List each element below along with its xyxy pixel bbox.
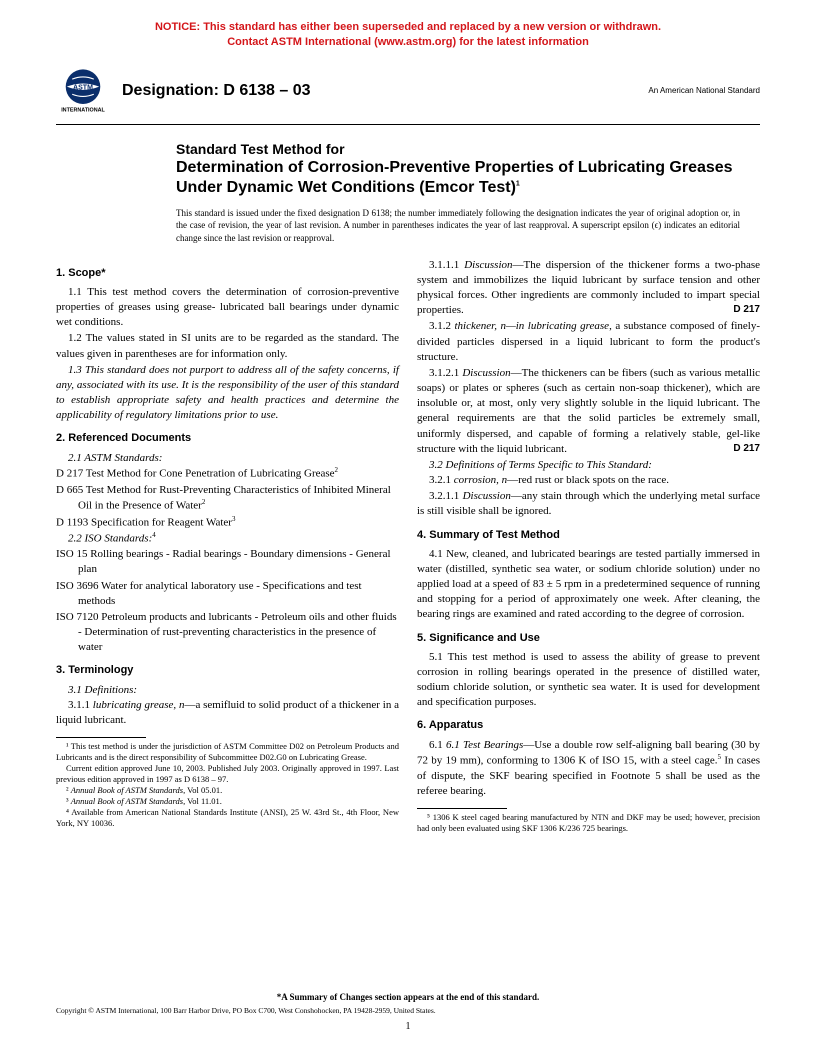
- fn5: ⁵ 1306 K steel caged bearing manufacture…: [417, 812, 760, 834]
- header-row: ASTM INTERNATIONAL Designation: D 6138 –…: [56, 64, 760, 118]
- ref-iso7120: ISO 7120 Petroleum products and lubrican…: [56, 610, 399, 656]
- term-311: 3.1.1 lubricating grease, n—a semifluid …: [56, 698, 399, 728]
- issuance-note: This standard is issued under the fixed …: [176, 207, 740, 243]
- header-rule: [56, 124, 760, 125]
- ref-d217: D 217 Test Method for Cone Penetration o…: [56, 466, 399, 482]
- footnotes-left: ¹ This test method is under the jurisdic…: [56, 741, 399, 829]
- right-column: 3.1.1.1 Discussion—The dispersion of the…: [417, 258, 760, 834]
- notice-line1: NOTICE: This standard has either been su…: [155, 21, 661, 33]
- footnotes-right: ⁵ 1306 K steel caged bearing manufacture…: [417, 812, 760, 834]
- designation: Designation: D 6138 – 03: [122, 82, 648, 100]
- fn1b: Current edition approved June 10, 2003. …: [56, 763, 399, 785]
- fn4: ⁴ Available from American National Stand…: [56, 807, 399, 829]
- term-spec-label: 3.2 Definitions of Terms Specific to Thi…: [417, 458, 760, 473]
- astm-label: 2.1 ASTM Standards:: [56, 451, 399, 466]
- term-3121: 3.1.2.1 Discussion—The thickeners can be…: [417, 366, 760, 457]
- summary-changes-note: *A Summary of Changes section appears at…: [56, 992, 760, 1002]
- scope-1-3: 1.3 This standard does not purport to ad…: [56, 363, 399, 424]
- summary-head: 4. Summary of Test Method: [417, 528, 760, 543]
- term-312: 3.1.2 thickener, n—in lubricating grease…: [417, 319, 760, 365]
- astm-logo: ASTM INTERNATIONAL: [56, 64, 110, 118]
- footnote-rule-right: [417, 808, 507, 809]
- iso-label: 2.2 ISO Standards:4: [56, 531, 399, 547]
- scope-1-2: 1.2 The values stated in SI units are to…: [56, 331, 399, 361]
- app-61: 6.1 6.1 Test Bearings—Use a double row s…: [417, 738, 760, 799]
- term-321: 3.2.1 corrosion, n—red rust or black spo…: [417, 473, 760, 488]
- fn1: ¹ This test method is under the jurisdic…: [56, 741, 399, 763]
- ref-iso15: ISO 15 Rolling bearings - Radial bearing…: [56, 547, 399, 577]
- title-lead: Standard Test Method for: [176, 141, 740, 159]
- scope-head: 1. Scope*: [56, 266, 399, 281]
- fn3: ³ Annual Book of ASTM Standards, Vol 11.…: [56, 796, 399, 807]
- sig-51: 5.1 This test method is used to assess t…: [417, 650, 760, 711]
- refs-head: 2. Referenced Documents: [56, 431, 399, 446]
- page-footer: *A Summary of Changes section appears at…: [56, 992, 760, 1032]
- title-block: Standard Test Method for Determination o…: [176, 141, 740, 198]
- ref-d665: D 665 Test Method for Rust-Preventing Ch…: [56, 483, 399, 514]
- body-columns: 1. Scope* 1.1 This test method covers th…: [56, 258, 760, 834]
- footnote-rule-left: [56, 737, 146, 738]
- left-column: 1. Scope* 1.1 This test method covers th…: [56, 258, 399, 834]
- sig-head: 5. Significance and Use: [417, 631, 760, 646]
- summary-41: 4.1 New, cleaned, and lubricated bearing…: [417, 547, 760, 623]
- fn2: ² Annual Book of ASTM Standards, Vol 05.…: [56, 785, 399, 796]
- ref-d1193: D 1193 Specification for Reagent Water3: [56, 515, 399, 531]
- def-label: 3.1 Definitions:: [56, 683, 399, 698]
- ref-iso3696: ISO 3696 Water for analytical laboratory…: [56, 579, 399, 609]
- term-3211: 3.2.1.1 Discussion—any stain through whi…: [417, 489, 760, 519]
- term-3111: 3.1.1.1 Discussion—The dispersion of the…: [417, 258, 760, 319]
- page-number: 1: [56, 1021, 760, 1032]
- term-head: 3. Terminology: [56, 663, 399, 678]
- title-main: Determination of Corrosion-Preventive Pr…: [176, 158, 740, 197]
- notice-line2: Contact ASTM International (www.astm.org…: [227, 36, 589, 48]
- scope-1-1: 1.1 This test method covers the determin…: [56, 285, 399, 331]
- svg-text:ASTM: ASTM: [73, 84, 93, 91]
- svg-text:INTERNATIONAL: INTERNATIONAL: [61, 107, 105, 113]
- copyright: Copyright © ASTM International, 100 Barr…: [56, 1006, 760, 1015]
- ans-label: An American National Standard: [648, 86, 760, 95]
- app-head: 6. Apparatus: [417, 718, 760, 733]
- notice-banner: NOTICE: This standard has either been su…: [56, 20, 760, 50]
